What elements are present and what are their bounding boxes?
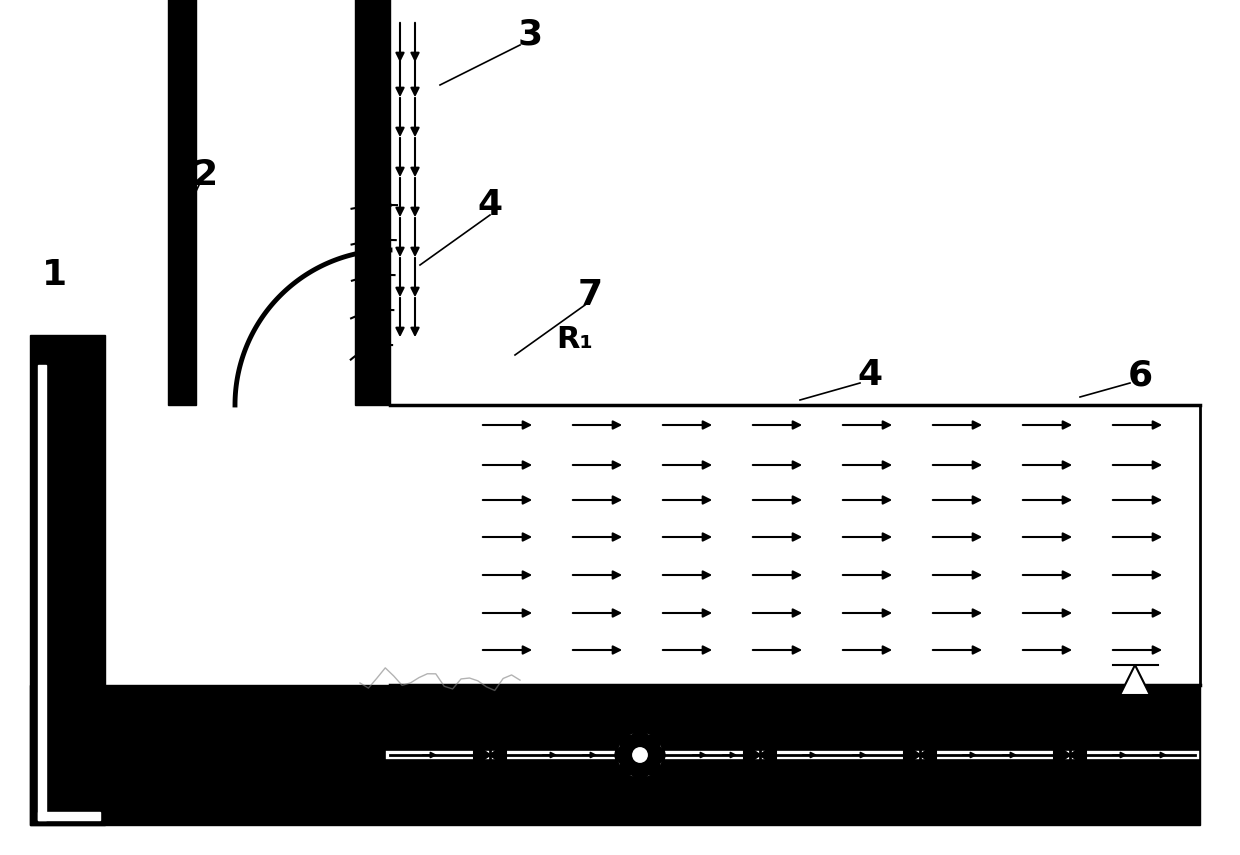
Polygon shape <box>1054 744 1070 766</box>
Circle shape <box>646 746 665 764</box>
Bar <box>167 0 196 405</box>
Text: 1: 1 <box>42 258 67 292</box>
Circle shape <box>642 734 660 753</box>
Polygon shape <box>1120 665 1149 695</box>
Text: 4: 4 <box>857 358 883 392</box>
Polygon shape <box>760 744 776 766</box>
Circle shape <box>620 734 639 753</box>
Circle shape <box>615 746 634 764</box>
Circle shape <box>616 731 663 779</box>
Polygon shape <box>490 744 506 766</box>
Bar <box>30 335 105 825</box>
Bar <box>355 0 391 405</box>
Text: 6: 6 <box>1127 358 1152 392</box>
Polygon shape <box>1070 744 1086 766</box>
Polygon shape <box>920 744 936 766</box>
Polygon shape <box>474 744 490 766</box>
Text: 3: 3 <box>517 18 543 52</box>
Circle shape <box>631 730 649 748</box>
Circle shape <box>642 757 660 775</box>
Circle shape <box>620 757 639 775</box>
Bar <box>38 365 46 820</box>
Text: 7: 7 <box>578 278 603 312</box>
Polygon shape <box>744 744 760 766</box>
Circle shape <box>632 748 647 762</box>
Circle shape <box>631 762 649 780</box>
Bar <box>38 812 100 820</box>
Polygon shape <box>904 744 920 766</box>
Text: 2: 2 <box>192 158 217 192</box>
Bar <box>30 685 1200 825</box>
Text: 4: 4 <box>477 188 502 222</box>
Text: R₁: R₁ <box>557 326 594 355</box>
